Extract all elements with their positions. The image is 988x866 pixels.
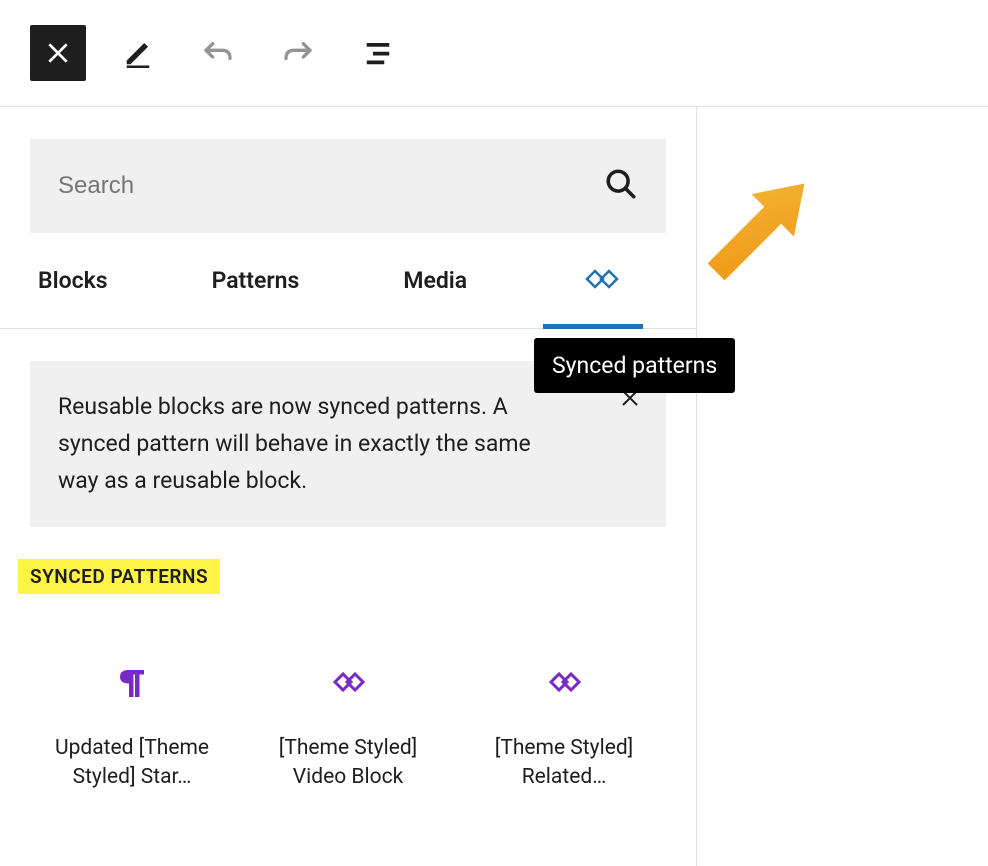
pattern-grid: Updated [Theme Styled] Star… [Theme Styl… bbox=[0, 594, 696, 791]
pattern-item-label: [Theme Styled] Video Block bbox=[253, 734, 443, 791]
search-box bbox=[30, 139, 666, 233]
pattern-item-label: Updated [Theme Styled] Star… bbox=[37, 734, 227, 791]
pattern-item-3[interactable]: [Theme Styled] Related… bbox=[462, 642, 666, 791]
tab-media[interactable]: Media bbox=[395, 233, 475, 328]
document-outline-button[interactable] bbox=[350, 25, 406, 81]
tab-patterns[interactable]: Patterns bbox=[204, 233, 308, 328]
paragraph-icon bbox=[114, 642, 150, 722]
redo-button[interactable] bbox=[270, 25, 326, 81]
close-icon bbox=[45, 40, 71, 66]
redo-icon bbox=[282, 37, 314, 69]
pattern-item-label: [Theme Styled] Related… bbox=[469, 734, 659, 791]
pencil-icon bbox=[123, 38, 153, 68]
inserter-panel: Blocks Patterns Media Reusable blocks ar… bbox=[0, 107, 697, 866]
synced-icon bbox=[324, 642, 372, 722]
section-header-container: SYNCED PATTERNS bbox=[0, 527, 696, 594]
close-button[interactable] bbox=[30, 25, 86, 81]
search-input[interactable] bbox=[58, 172, 604, 200]
search-container bbox=[0, 107, 696, 233]
undo-button[interactable] bbox=[190, 25, 246, 81]
outline-icon bbox=[363, 38, 393, 68]
pattern-item-2[interactable]: [Theme Styled] Video Block bbox=[246, 642, 450, 791]
pattern-item-1[interactable]: Updated [Theme Styled] Star… bbox=[30, 642, 234, 791]
inserter-tabs: Blocks Patterns Media bbox=[0, 233, 696, 329]
editor-toolbar bbox=[0, 0, 988, 107]
tab-synced-patterns[interactable] bbox=[563, 233, 635, 328]
content-area: Blocks Patterns Media Reusable blocks ar… bbox=[0, 107, 988, 866]
canvas-area bbox=[697, 107, 988, 866]
notice-text: Reusable blocks are now synced patterns.… bbox=[58, 389, 534, 499]
edit-button[interactable] bbox=[110, 25, 166, 81]
synced-patterns-tooltip: Synced patterns bbox=[534, 338, 735, 393]
undo-icon bbox=[202, 37, 234, 69]
synced-icon bbox=[540, 642, 588, 722]
synced-patterns-icon bbox=[575, 261, 623, 301]
search-icon bbox=[604, 167, 638, 205]
tab-blocks[interactable]: Blocks bbox=[30, 233, 116, 328]
section-header: SYNCED PATTERNS bbox=[18, 559, 220, 594]
